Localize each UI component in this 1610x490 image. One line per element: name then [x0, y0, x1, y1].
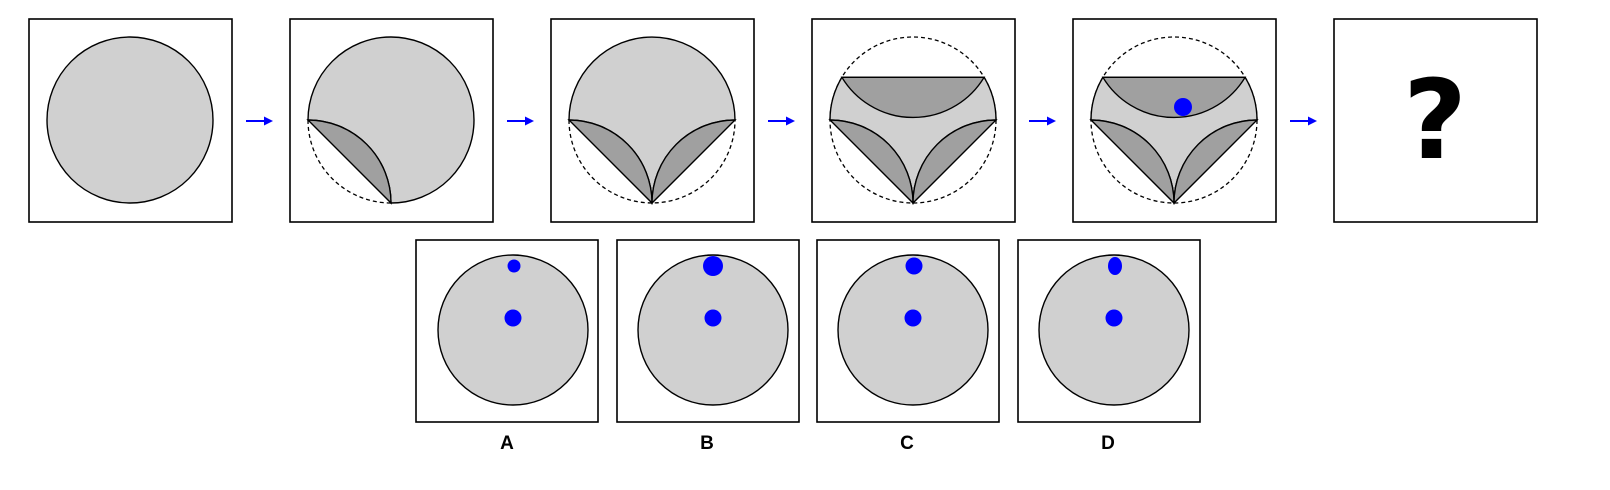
sequence-arrow-1: [246, 116, 273, 126]
folded-segment: [306, 119, 392, 205]
folded-segment-right: [912, 119, 998, 205]
blue-dot-center: [504, 309, 522, 327]
sequence-panel-5: [1072, 18, 1277, 223]
blue-dot-center: [704, 309, 722, 327]
option-label: D: [1101, 433, 1115, 454]
sequence-panel-question: ?: [1333, 18, 1538, 223]
question-mark: ?: [1403, 56, 1467, 184]
sequence-panel-4: [811, 18, 1016, 223]
dashed-missing-arc: [568, 119, 736, 204]
option-label: A: [500, 433, 514, 454]
folded-segment-left: [1089, 119, 1175, 205]
blue-dot-center: [1105, 309, 1123, 327]
blue-oval-top: [1108, 257, 1122, 275]
grey-circle: [637, 254, 789, 406]
answer-option-b[interactable]: B: [616, 239, 800, 454]
sequence-panel-1: [28, 18, 233, 223]
grey-circle: [437, 254, 589, 406]
panel-frame: [1333, 18, 1538, 223]
sequence-arrow-2: [507, 116, 534, 126]
sequence-panel-2: [289, 18, 494, 223]
folded-segment-top: [1101, 76, 1247, 119]
folded-segment-left: [828, 119, 914, 205]
grey-circle: [1038, 254, 1190, 406]
dashed-missing-arc: [307, 119, 392, 204]
grey-circle: [46, 36, 214, 204]
grey-circle: [837, 254, 989, 406]
blue-dot-top: [507, 259, 521, 273]
folded-segment-top: [840, 76, 986, 119]
blue-dot-top: [703, 256, 723, 276]
folded-segment-left: [567, 119, 653, 205]
sequence-arrow-5: [1290, 116, 1317, 126]
sequence-arrow-4: [1029, 116, 1056, 126]
answer-option-c[interactable]: C: [816, 239, 1000, 454]
blue-dot-center: [904, 309, 922, 327]
folded-segment-right: [1173, 119, 1259, 205]
answer-option-d[interactable]: D: [1017, 239, 1201, 454]
sequence-arrow-3: [768, 116, 795, 126]
option-label: C: [900, 433, 914, 454]
blue-dot: [1174, 98, 1192, 116]
option-label: B: [700, 433, 714, 454]
answer-option-a[interactable]: A: [415, 239, 599, 454]
folded-segment-right: [651, 119, 737, 205]
blue-dot-top: [905, 257, 923, 275]
sequence-panel-3: [550, 18, 755, 223]
